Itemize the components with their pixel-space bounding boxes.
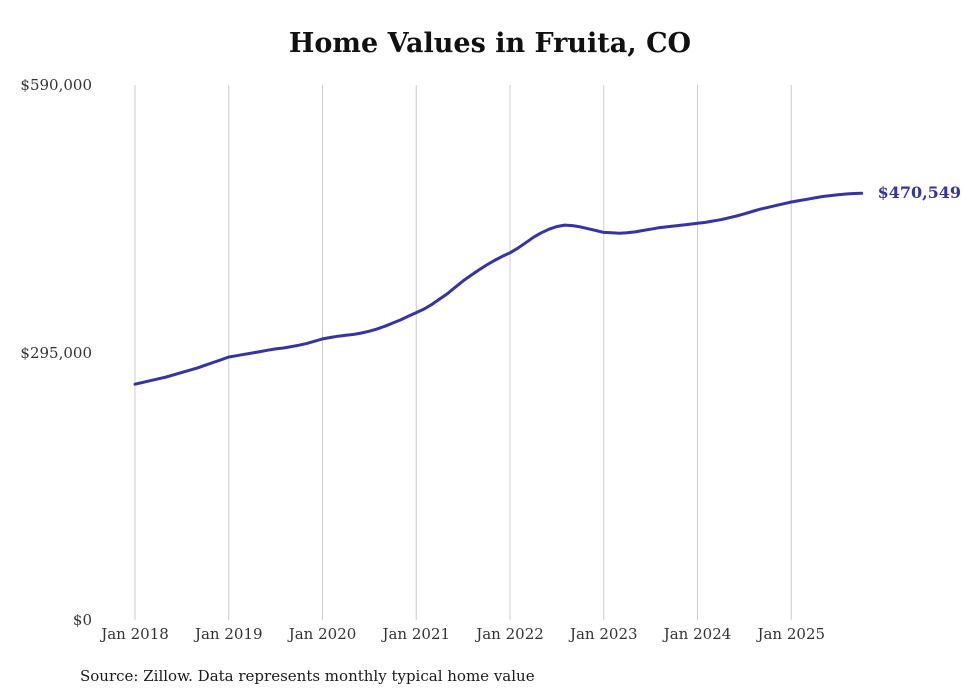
x-tick-label: Jan 2020 <box>288 625 357 643</box>
x-tick-label: Jan 2024 <box>663 625 732 643</box>
x-tick-label: Jan 2025 <box>757 625 826 643</box>
gridlines <box>134 85 792 620</box>
x-tick-label: Jan 2019 <box>194 625 263 643</box>
latest-value-label: $470,549 <box>877 183 962 203</box>
source-note: Source: Zillow. Data represents monthly … <box>80 667 535 685</box>
y-tick-label: $0 <box>72 611 92 629</box>
y-tick-label: $590,000 <box>20 76 92 94</box>
home-value-line <box>133 191 864 386</box>
x-tick-label: Jan 2018 <box>101 625 169 643</box>
y-tick-label: $295,000 <box>20 343 92 362</box>
x-tick-label: Jan 2022 <box>476 625 544 643</box>
x-tick-label: Jan 2023 <box>569 625 638 643</box>
x-tick-label: Jan 2021 <box>382 625 451 643</box>
chart-title: Home Values in Fruita, CO <box>288 28 692 59</box>
